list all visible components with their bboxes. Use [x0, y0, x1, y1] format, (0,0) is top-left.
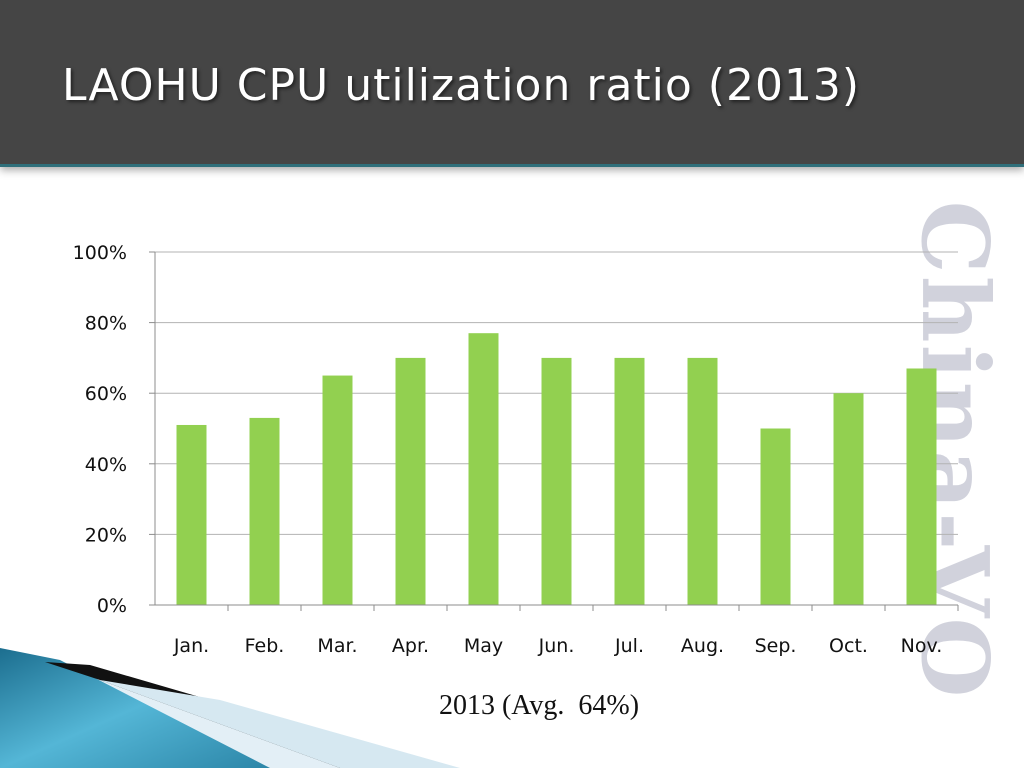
decorative-swoosh — [0, 648, 460, 768]
x-tick-label: Aug. — [681, 635, 724, 657]
y-tick-label: 20% — [85, 524, 127, 546]
slide-title: LAOHU CPU utilization ratio (2013) — [62, 60, 861, 111]
y-tick-label: 60% — [85, 383, 127, 405]
bar-jan — [176, 424, 207, 605]
x-tick-label: Apr. — [392, 635, 429, 657]
x-tick-label: Jul. — [614, 635, 644, 657]
y-tick-label: 80% — [85, 313, 127, 335]
x-tick-label: Feb. — [245, 635, 285, 657]
bar-nov — [906, 368, 937, 605]
bar-oct — [833, 393, 864, 605]
x-tick-label: Jun. — [538, 635, 575, 657]
bar-feb — [249, 417, 280, 605]
x-tick-label: Mar. — [317, 635, 357, 657]
x-tick-label: Sep. — [755, 635, 797, 657]
bar-mar — [322, 375, 353, 605]
bar-apr — [395, 357, 426, 605]
slide-header: LAOHU CPU utilization ratio (2013) — [0, 0, 1024, 167]
x-tick-label: Jan. — [173, 635, 209, 657]
bar-aug — [687, 357, 718, 605]
x-tick-label: May — [464, 635, 503, 657]
bar-sep — [760, 428, 791, 605]
y-tick-label: 40% — [85, 454, 127, 476]
x-tick-label: Oct. — [829, 635, 868, 657]
chart-caption: 2013 (Avg. 64%) — [438, 690, 640, 721]
x-tick-label: Nov. — [901, 635, 943, 657]
bar-may — [468, 333, 499, 605]
y-tick-label: 100% — [73, 242, 127, 264]
y-tick-label: 0% — [97, 595, 127, 617]
bar-jun — [541, 357, 572, 605]
bar-jul — [614, 357, 645, 605]
